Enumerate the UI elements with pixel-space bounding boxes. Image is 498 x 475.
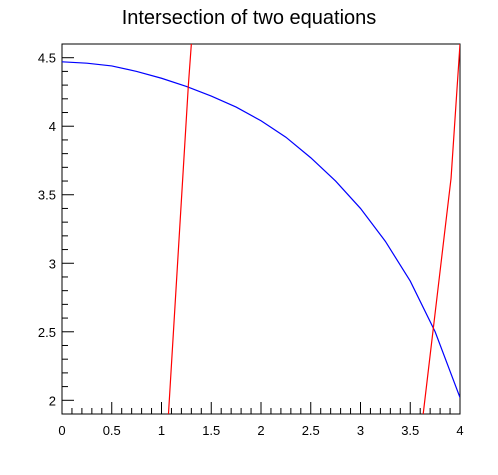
chart-title: Intersection of two equations — [122, 7, 377, 29]
y-tick-label: 2 — [49, 393, 56, 408]
x-tick-label: 4 — [456, 423, 463, 438]
y-tick-label: 4 — [49, 119, 56, 134]
x-tick-label: 0.5 — [103, 423, 121, 438]
x-tick-label: 3.5 — [401, 423, 419, 438]
x-tick-label: 1.5 — [202, 423, 220, 438]
y-tick-label: 2.5 — [38, 325, 56, 340]
series-line-2 — [168, 44, 191, 414]
x-tick-label: 1 — [158, 423, 165, 438]
x-tick-label: 3 — [357, 423, 364, 438]
series-line-1 — [62, 62, 460, 398]
x-tick-label: 0 — [58, 423, 65, 438]
series-line-3 — [423, 44, 460, 414]
x-tick-label: 2 — [257, 423, 264, 438]
plot-area: 0 0.5 1 1.5 2 2.5 3 3.5 4 2 2.5 3 3.5 4 4.5 — [38, 44, 464, 438]
plot-frame — [62, 44, 460, 414]
x-tick-label: 2.5 — [302, 423, 320, 438]
y-tick-label: 3.5 — [38, 188, 56, 203]
y-tick-label: 3 — [49, 256, 56, 271]
y-tick-label: 4.5 — [38, 51, 56, 66]
